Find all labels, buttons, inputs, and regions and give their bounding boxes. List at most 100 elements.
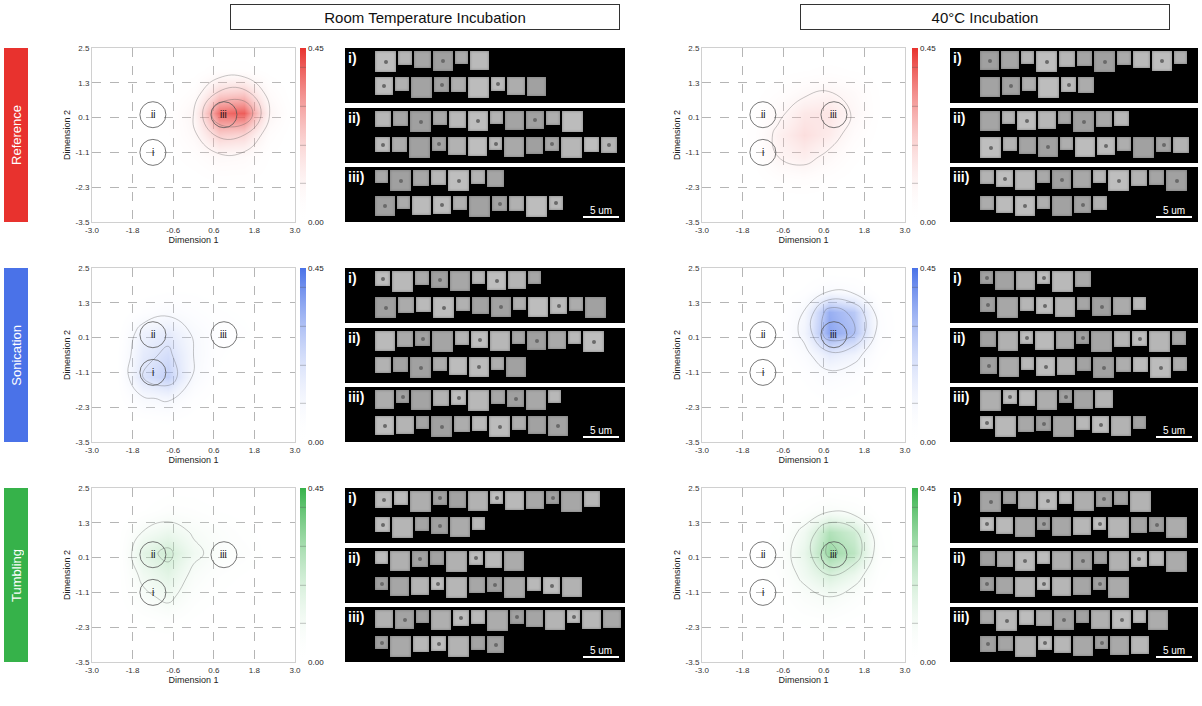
svg-text:0.00: 0.00: [920, 438, 936, 447]
svg-text:1.8: 1.8: [249, 666, 261, 675]
svg-text:3.0: 3.0: [899, 446, 911, 455]
svg-text:-1.1: -1.1: [686, 148, 700, 157]
svg-text:0.00: 0.00: [308, 218, 324, 227]
svg-text:0.45: 0.45: [308, 264, 324, 273]
svg-text:3.0: 3.0: [289, 226, 301, 235]
svg-text:-0.6: -0.6: [776, 446, 790, 455]
svg-text:-2.3: -2.3: [686, 183, 700, 192]
svg-text:-0.6: -0.6: [166, 666, 180, 675]
svg-text:-0.6: -0.6: [776, 226, 790, 235]
svg-text:1.8: 1.8: [859, 226, 871, 235]
svg-text:1.3: 1.3: [78, 79, 90, 88]
svg-text:-3.0: -3.0: [85, 226, 99, 235]
svg-text:ii: ii: [151, 109, 155, 120]
svg-text:0.1: 0.1: [78, 113, 90, 122]
svg-text:1.3: 1.3: [78, 519, 90, 528]
svg-text:2.5: 2.5: [688, 264, 700, 273]
svg-text:iii: iii: [220, 109, 227, 120]
svg-text:0.6: 0.6: [818, 446, 830, 455]
svg-text:3.0: 3.0: [289, 446, 301, 455]
svg-text:1.3: 1.3: [688, 79, 700, 88]
svg-text:Dimension 2: Dimension 2: [672, 330, 682, 380]
svg-text:-0.6: -0.6: [166, 446, 180, 455]
svg-text:-3.5: -3.5: [76, 658, 90, 667]
svg-text:i: i: [152, 587, 154, 598]
svg-text:Dimension 2: Dimension 2: [62, 110, 72, 160]
svg-text:-3.0: -3.0: [695, 226, 709, 235]
svg-text:Dimension 1: Dimension 1: [168, 675, 218, 685]
svg-text:-3.0: -3.0: [85, 446, 99, 455]
svg-text:-3.5: -3.5: [686, 438, 700, 447]
svg-text:i: i: [152, 367, 154, 378]
svg-text:0.1: 0.1: [78, 553, 90, 562]
svg-text:1.8: 1.8: [249, 226, 261, 235]
svg-text:ii: ii: [151, 329, 155, 340]
svg-text:-2.3: -2.3: [76, 183, 90, 192]
svg-text:-3.0: -3.0: [695, 446, 709, 455]
svg-text:0.1: 0.1: [688, 333, 700, 342]
svg-text:2.5: 2.5: [78, 264, 90, 273]
svg-text:0.6: 0.6: [818, 666, 830, 675]
svg-text:Dimension 2: Dimension 2: [62, 550, 72, 600]
svg-text:-1.1: -1.1: [76, 368, 90, 377]
svg-text:2.5: 2.5: [78, 44, 90, 53]
svg-text:3.0: 3.0: [899, 666, 911, 675]
svg-text:0.6: 0.6: [208, 226, 220, 235]
svg-text:2.5: 2.5: [688, 44, 700, 53]
svg-text:-2.3: -2.3: [686, 623, 700, 632]
svg-text:Dimension 2: Dimension 2: [62, 330, 72, 380]
svg-text:0.6: 0.6: [818, 226, 830, 235]
svg-text:0.6: 0.6: [208, 666, 220, 675]
svg-text:1.8: 1.8: [249, 446, 261, 455]
svg-text:0.00: 0.00: [308, 438, 324, 447]
svg-text:Dimension 1: Dimension 1: [778, 675, 828, 685]
svg-text:i: i: [762, 147, 764, 158]
svg-text:-2.3: -2.3: [686, 403, 700, 412]
svg-text:i: i: [762, 587, 764, 598]
svg-text:Dimension 2: Dimension 2: [672, 110, 682, 160]
svg-text:Dimension 1: Dimension 1: [168, 235, 218, 245]
svg-text:-2.3: -2.3: [76, 403, 90, 412]
svg-text:0.1: 0.1: [78, 333, 90, 342]
svg-text:-1.8: -1.8: [736, 226, 750, 235]
svg-text:0.00: 0.00: [308, 658, 324, 667]
svg-text:-1.8: -1.8: [736, 446, 750, 455]
svg-text:-0.6: -0.6: [776, 666, 790, 675]
svg-text:i: i: [762, 367, 764, 378]
svg-text:-1.1: -1.1: [76, 588, 90, 597]
svg-text:-0.6: -0.6: [166, 226, 180, 235]
svg-text:iii: iii: [830, 549, 837, 560]
svg-text:1.8: 1.8: [859, 446, 871, 455]
svg-text:-1.8: -1.8: [736, 666, 750, 675]
svg-text:3.0: 3.0: [899, 226, 911, 235]
svg-text:-3.0: -3.0: [85, 666, 99, 675]
svg-text:iii: iii: [220, 329, 227, 340]
svg-text:2.5: 2.5: [688, 484, 700, 493]
svg-text:iii: iii: [830, 329, 837, 340]
svg-text:-1.1: -1.1: [76, 148, 90, 157]
svg-text:0.6: 0.6: [208, 446, 220, 455]
svg-text:0.00: 0.00: [920, 218, 936, 227]
svg-text:0.45: 0.45: [920, 264, 936, 273]
svg-text:-3.5: -3.5: [686, 658, 700, 667]
svg-text:ii: ii: [151, 549, 155, 560]
svg-text:-1.8: -1.8: [126, 446, 140, 455]
svg-text:-1.1: -1.1: [686, 588, 700, 597]
svg-text:1.8: 1.8: [859, 666, 871, 675]
svg-text:iii: iii: [830, 109, 837, 120]
svg-text:0.45: 0.45: [920, 484, 936, 493]
svg-text:-3.5: -3.5: [76, 438, 90, 447]
svg-text:0.45: 0.45: [308, 484, 324, 493]
svg-text:1.3: 1.3: [78, 299, 90, 308]
svg-text:ii: ii: [761, 549, 765, 560]
svg-text:-2.3: -2.3: [76, 623, 90, 632]
svg-text:-1.1: -1.1: [686, 368, 700, 377]
svg-text:ii: ii: [761, 109, 765, 120]
svg-text:0.45: 0.45: [308, 44, 324, 53]
svg-text:ii: ii: [761, 329, 765, 340]
svg-text:3.0: 3.0: [289, 666, 301, 675]
svg-text:Dimension 1: Dimension 1: [168, 455, 218, 465]
svg-text:0.45: 0.45: [920, 44, 936, 53]
svg-text:Dimension 1: Dimension 1: [778, 235, 828, 245]
svg-text:Dimension 2: Dimension 2: [672, 550, 682, 600]
